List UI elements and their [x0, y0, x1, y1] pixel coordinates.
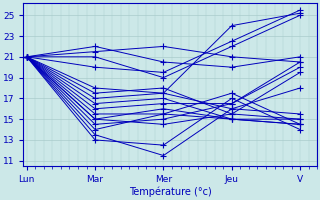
X-axis label: Température (°c): Température (°c) — [129, 187, 212, 197]
